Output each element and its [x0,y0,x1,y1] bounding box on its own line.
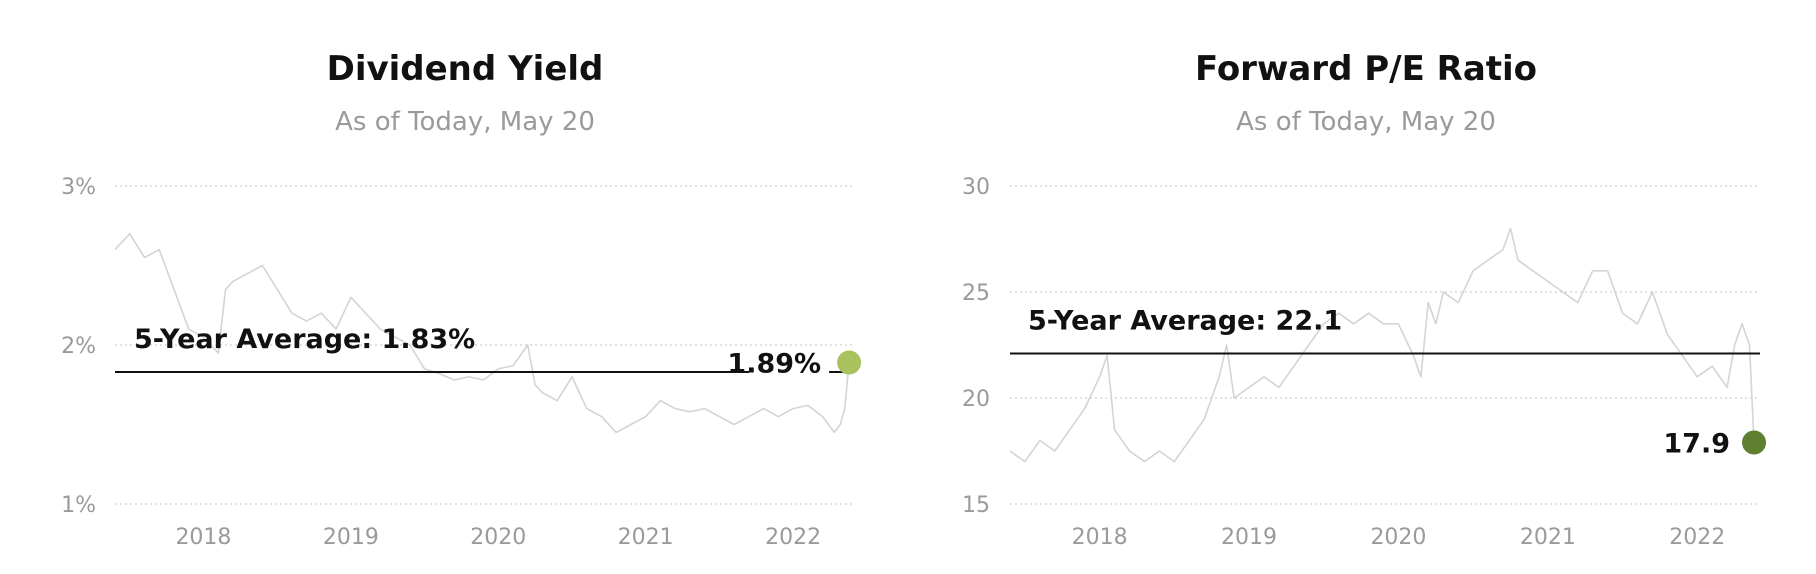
average-label: 5-Year Average: 22.1 [1028,305,1342,336]
end-point-marker [837,350,862,375]
y-tick-label: 3% [61,175,96,200]
x-tick-label: 2022 [765,525,821,550]
y-tick-label: 20 [962,387,990,412]
y-tick-label: 15 [962,493,990,518]
end-point-label: 17.9 [1663,429,1730,460]
y-tick-label: 1% [61,493,96,518]
x-tick-label: 2020 [470,525,526,550]
average-label: 5-Year Average: 1.83% [134,324,475,355]
chart-subtitle: As of Today, May 20 [1236,107,1496,137]
x-tick-label: 2021 [618,525,674,550]
x-tick-label: 2022 [1669,525,1725,550]
x-tick-label: 2018 [175,525,231,550]
y-tick-label: 30 [962,175,990,200]
series-line [1009,227,1755,463]
chart-subtitle: As of Today, May 20 [335,107,595,137]
end-point-label: 1.89% [727,348,821,379]
x-tick-label: 2019 [323,525,379,550]
chart-title: Forward P/E Ratio [1195,49,1537,89]
x-tick-label: 2019 [1221,525,1277,550]
series-line [114,232,850,434]
end-point-marker [1742,430,1767,455]
y-tick-label: 25 [962,281,990,306]
y-tick-label: 2% [61,334,96,359]
x-tick-label: 2021 [1520,525,1576,550]
x-tick-label: 2020 [1370,525,1426,550]
chart-title: Dividend Yield [327,49,604,89]
x-tick-label: 2018 [1072,525,1128,550]
